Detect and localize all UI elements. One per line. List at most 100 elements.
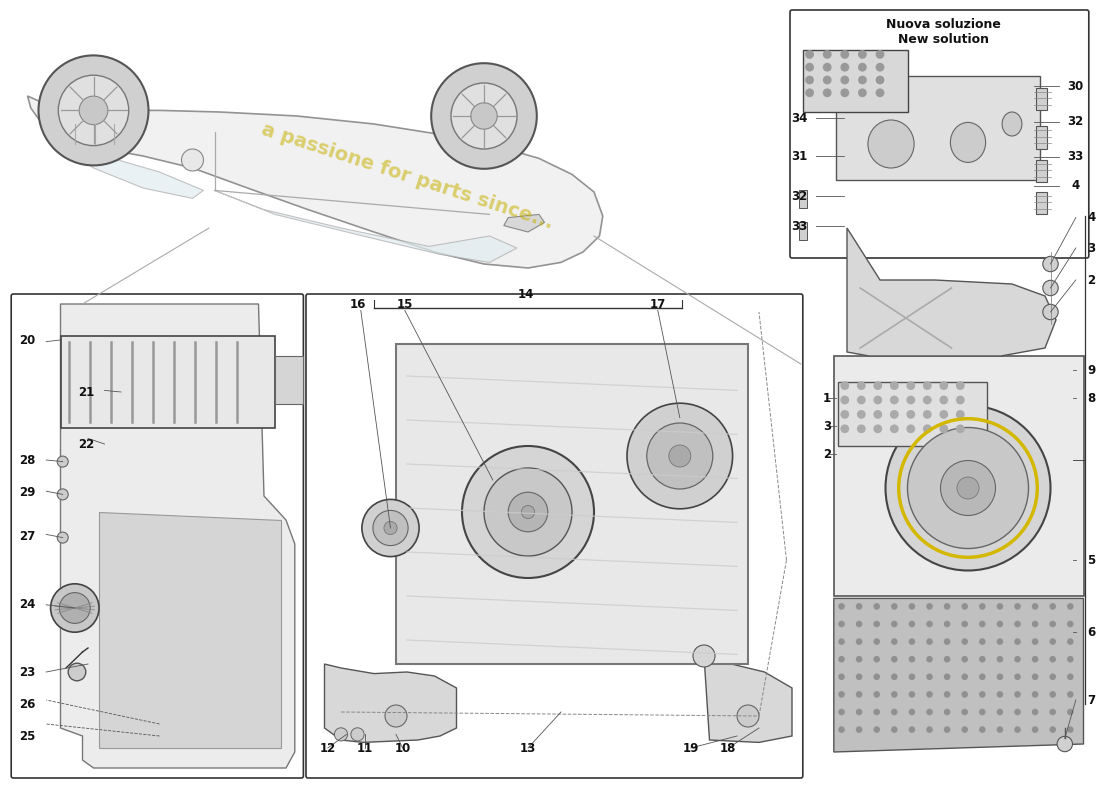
Circle shape bbox=[1067, 621, 1074, 627]
Circle shape bbox=[944, 656, 950, 662]
Circle shape bbox=[1049, 726, 1056, 733]
Circle shape bbox=[1032, 709, 1038, 715]
Circle shape bbox=[1049, 709, 1056, 715]
Circle shape bbox=[68, 663, 86, 681]
Circle shape bbox=[840, 88, 849, 97]
Circle shape bbox=[997, 656, 1003, 662]
Circle shape bbox=[840, 381, 849, 390]
Circle shape bbox=[873, 396, 882, 404]
Text: 33: 33 bbox=[1068, 150, 1084, 163]
Circle shape bbox=[909, 709, 915, 715]
Text: 3: 3 bbox=[1087, 242, 1096, 254]
Circle shape bbox=[1014, 674, 1021, 680]
Circle shape bbox=[1067, 603, 1074, 610]
Text: 24: 24 bbox=[20, 598, 35, 610]
Text: 19: 19 bbox=[683, 742, 698, 754]
Circle shape bbox=[944, 621, 950, 627]
Circle shape bbox=[51, 584, 99, 632]
Text: 4: 4 bbox=[1071, 179, 1080, 192]
Circle shape bbox=[886, 406, 1050, 570]
Circle shape bbox=[891, 638, 898, 645]
Text: 16: 16 bbox=[350, 298, 365, 310]
Circle shape bbox=[1043, 256, 1058, 272]
Circle shape bbox=[939, 424, 948, 434]
Text: 7: 7 bbox=[1087, 694, 1096, 706]
Text: 3: 3 bbox=[823, 420, 832, 433]
Text: 22: 22 bbox=[78, 438, 94, 450]
Circle shape bbox=[856, 638, 862, 645]
Text: 2: 2 bbox=[1087, 274, 1096, 286]
Polygon shape bbox=[214, 190, 517, 262]
Circle shape bbox=[838, 674, 845, 680]
Circle shape bbox=[471, 102, 497, 130]
Text: a passione for parts since...: a passione for parts since... bbox=[258, 120, 556, 232]
Polygon shape bbox=[704, 656, 792, 742]
Circle shape bbox=[909, 726, 915, 733]
Circle shape bbox=[1014, 656, 1021, 662]
Circle shape bbox=[997, 603, 1003, 610]
Text: 11: 11 bbox=[358, 742, 373, 754]
Text: 26: 26 bbox=[20, 698, 35, 710]
Polygon shape bbox=[847, 228, 1056, 356]
Circle shape bbox=[873, 674, 880, 680]
Circle shape bbox=[858, 88, 867, 97]
Circle shape bbox=[334, 728, 348, 741]
Circle shape bbox=[1067, 674, 1074, 680]
Circle shape bbox=[873, 726, 880, 733]
Circle shape bbox=[923, 381, 932, 390]
Circle shape bbox=[979, 709, 986, 715]
Polygon shape bbox=[64, 148, 204, 198]
Circle shape bbox=[926, 674, 933, 680]
Circle shape bbox=[1032, 726, 1038, 733]
Polygon shape bbox=[60, 304, 295, 768]
Circle shape bbox=[891, 709, 898, 715]
Circle shape bbox=[840, 50, 849, 59]
Circle shape bbox=[923, 410, 932, 419]
Text: 2: 2 bbox=[823, 448, 832, 461]
Bar bbox=[1036, 192, 1047, 214]
Circle shape bbox=[508, 492, 548, 532]
Circle shape bbox=[944, 603, 950, 610]
Circle shape bbox=[961, 709, 968, 715]
Circle shape bbox=[891, 656, 898, 662]
Circle shape bbox=[840, 62, 849, 71]
Circle shape bbox=[58, 75, 129, 146]
Circle shape bbox=[805, 62, 814, 71]
Circle shape bbox=[838, 621, 845, 627]
Bar bbox=[396, 344, 748, 664]
Text: 6: 6 bbox=[1087, 626, 1096, 638]
Text: 23: 23 bbox=[20, 666, 35, 678]
Circle shape bbox=[1032, 621, 1038, 627]
Circle shape bbox=[856, 691, 862, 698]
Circle shape bbox=[1032, 656, 1038, 662]
Bar bbox=[1036, 88, 1047, 110]
Text: 4: 4 bbox=[1087, 211, 1096, 224]
Circle shape bbox=[873, 656, 880, 662]
Circle shape bbox=[805, 50, 814, 59]
Circle shape bbox=[873, 621, 880, 627]
Circle shape bbox=[1049, 691, 1056, 698]
Circle shape bbox=[926, 691, 933, 698]
Circle shape bbox=[1049, 638, 1056, 645]
Circle shape bbox=[1014, 621, 1021, 627]
Circle shape bbox=[840, 424, 849, 434]
Circle shape bbox=[858, 62, 867, 71]
Circle shape bbox=[693, 645, 715, 667]
Circle shape bbox=[944, 674, 950, 680]
Circle shape bbox=[838, 638, 845, 645]
Circle shape bbox=[373, 510, 408, 546]
Circle shape bbox=[956, 396, 965, 404]
Circle shape bbox=[890, 410, 899, 419]
Text: 12: 12 bbox=[320, 742, 336, 754]
Circle shape bbox=[906, 381, 915, 390]
Circle shape bbox=[906, 424, 915, 434]
Text: 14: 14 bbox=[518, 288, 534, 301]
Circle shape bbox=[906, 410, 915, 419]
Circle shape bbox=[961, 691, 968, 698]
Circle shape bbox=[908, 427, 1028, 549]
Circle shape bbox=[873, 709, 880, 715]
Ellipse shape bbox=[950, 122, 986, 162]
Circle shape bbox=[59, 593, 90, 623]
Circle shape bbox=[838, 709, 845, 715]
Circle shape bbox=[79, 96, 108, 125]
